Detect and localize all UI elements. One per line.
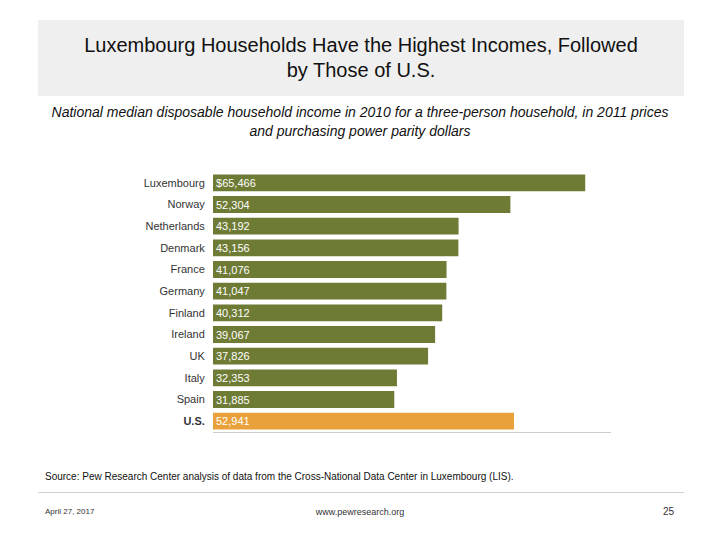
svg-text:Norway: Norway [168,198,206,210]
svg-text:37,826: 37,826 [216,350,250,362]
svg-text:52,941: 52,941 [216,415,250,427]
svg-text:UK: UK [190,350,206,362]
svg-text:Netherlands: Netherlands [145,220,205,232]
svg-text:Denmark: Denmark [160,242,205,254]
html-text:25: 25 [662,506,674,517]
html-text:April 27, 2017: April 27, 2017 [45,507,95,516]
svg-text:52,304: 52,304 [216,199,250,211]
svg-text:32,353: 32,353 [216,372,250,384]
svg-text:40,312: 40,312 [216,307,250,319]
svg-text:Ireland: Ireland [171,328,205,340]
svg-text:U.S.: U.S. [183,415,204,427]
svg-text:41,047: 41,047 [216,285,250,297]
svg-text:Luxembourg: Luxembourg [144,177,205,189]
svg-text:31,885: 31,885 [216,394,250,406]
svg-text:39,067: 39,067 [216,329,250,341]
svg-text:Italy: Italy [185,372,206,384]
svg-text:41,076: 41,076 [216,264,250,276]
svg-text:Germany: Germany [160,285,206,297]
svg-text:$65,466: $65,466 [216,177,256,189]
svg-text:43,192: 43,192 [216,220,250,232]
svg-text:Finland: Finland [169,307,205,319]
html-text:National median disposable hou: National median disposable household inc… [51,104,669,139]
svg-text:Spain: Spain [177,393,205,405]
html-text:Luxembourg Households Have the: Luxembourg Households Have the Highest I… [84,34,638,81]
html-text:www.pewresearch.org: www.pewresearch.org [315,507,405,517]
html-text:Source: Pew Research Center an: Source: Pew Research Center analysis of … [45,471,514,482]
svg-text:43,156: 43,156 [216,242,250,254]
svg-text:France: France [171,263,205,275]
